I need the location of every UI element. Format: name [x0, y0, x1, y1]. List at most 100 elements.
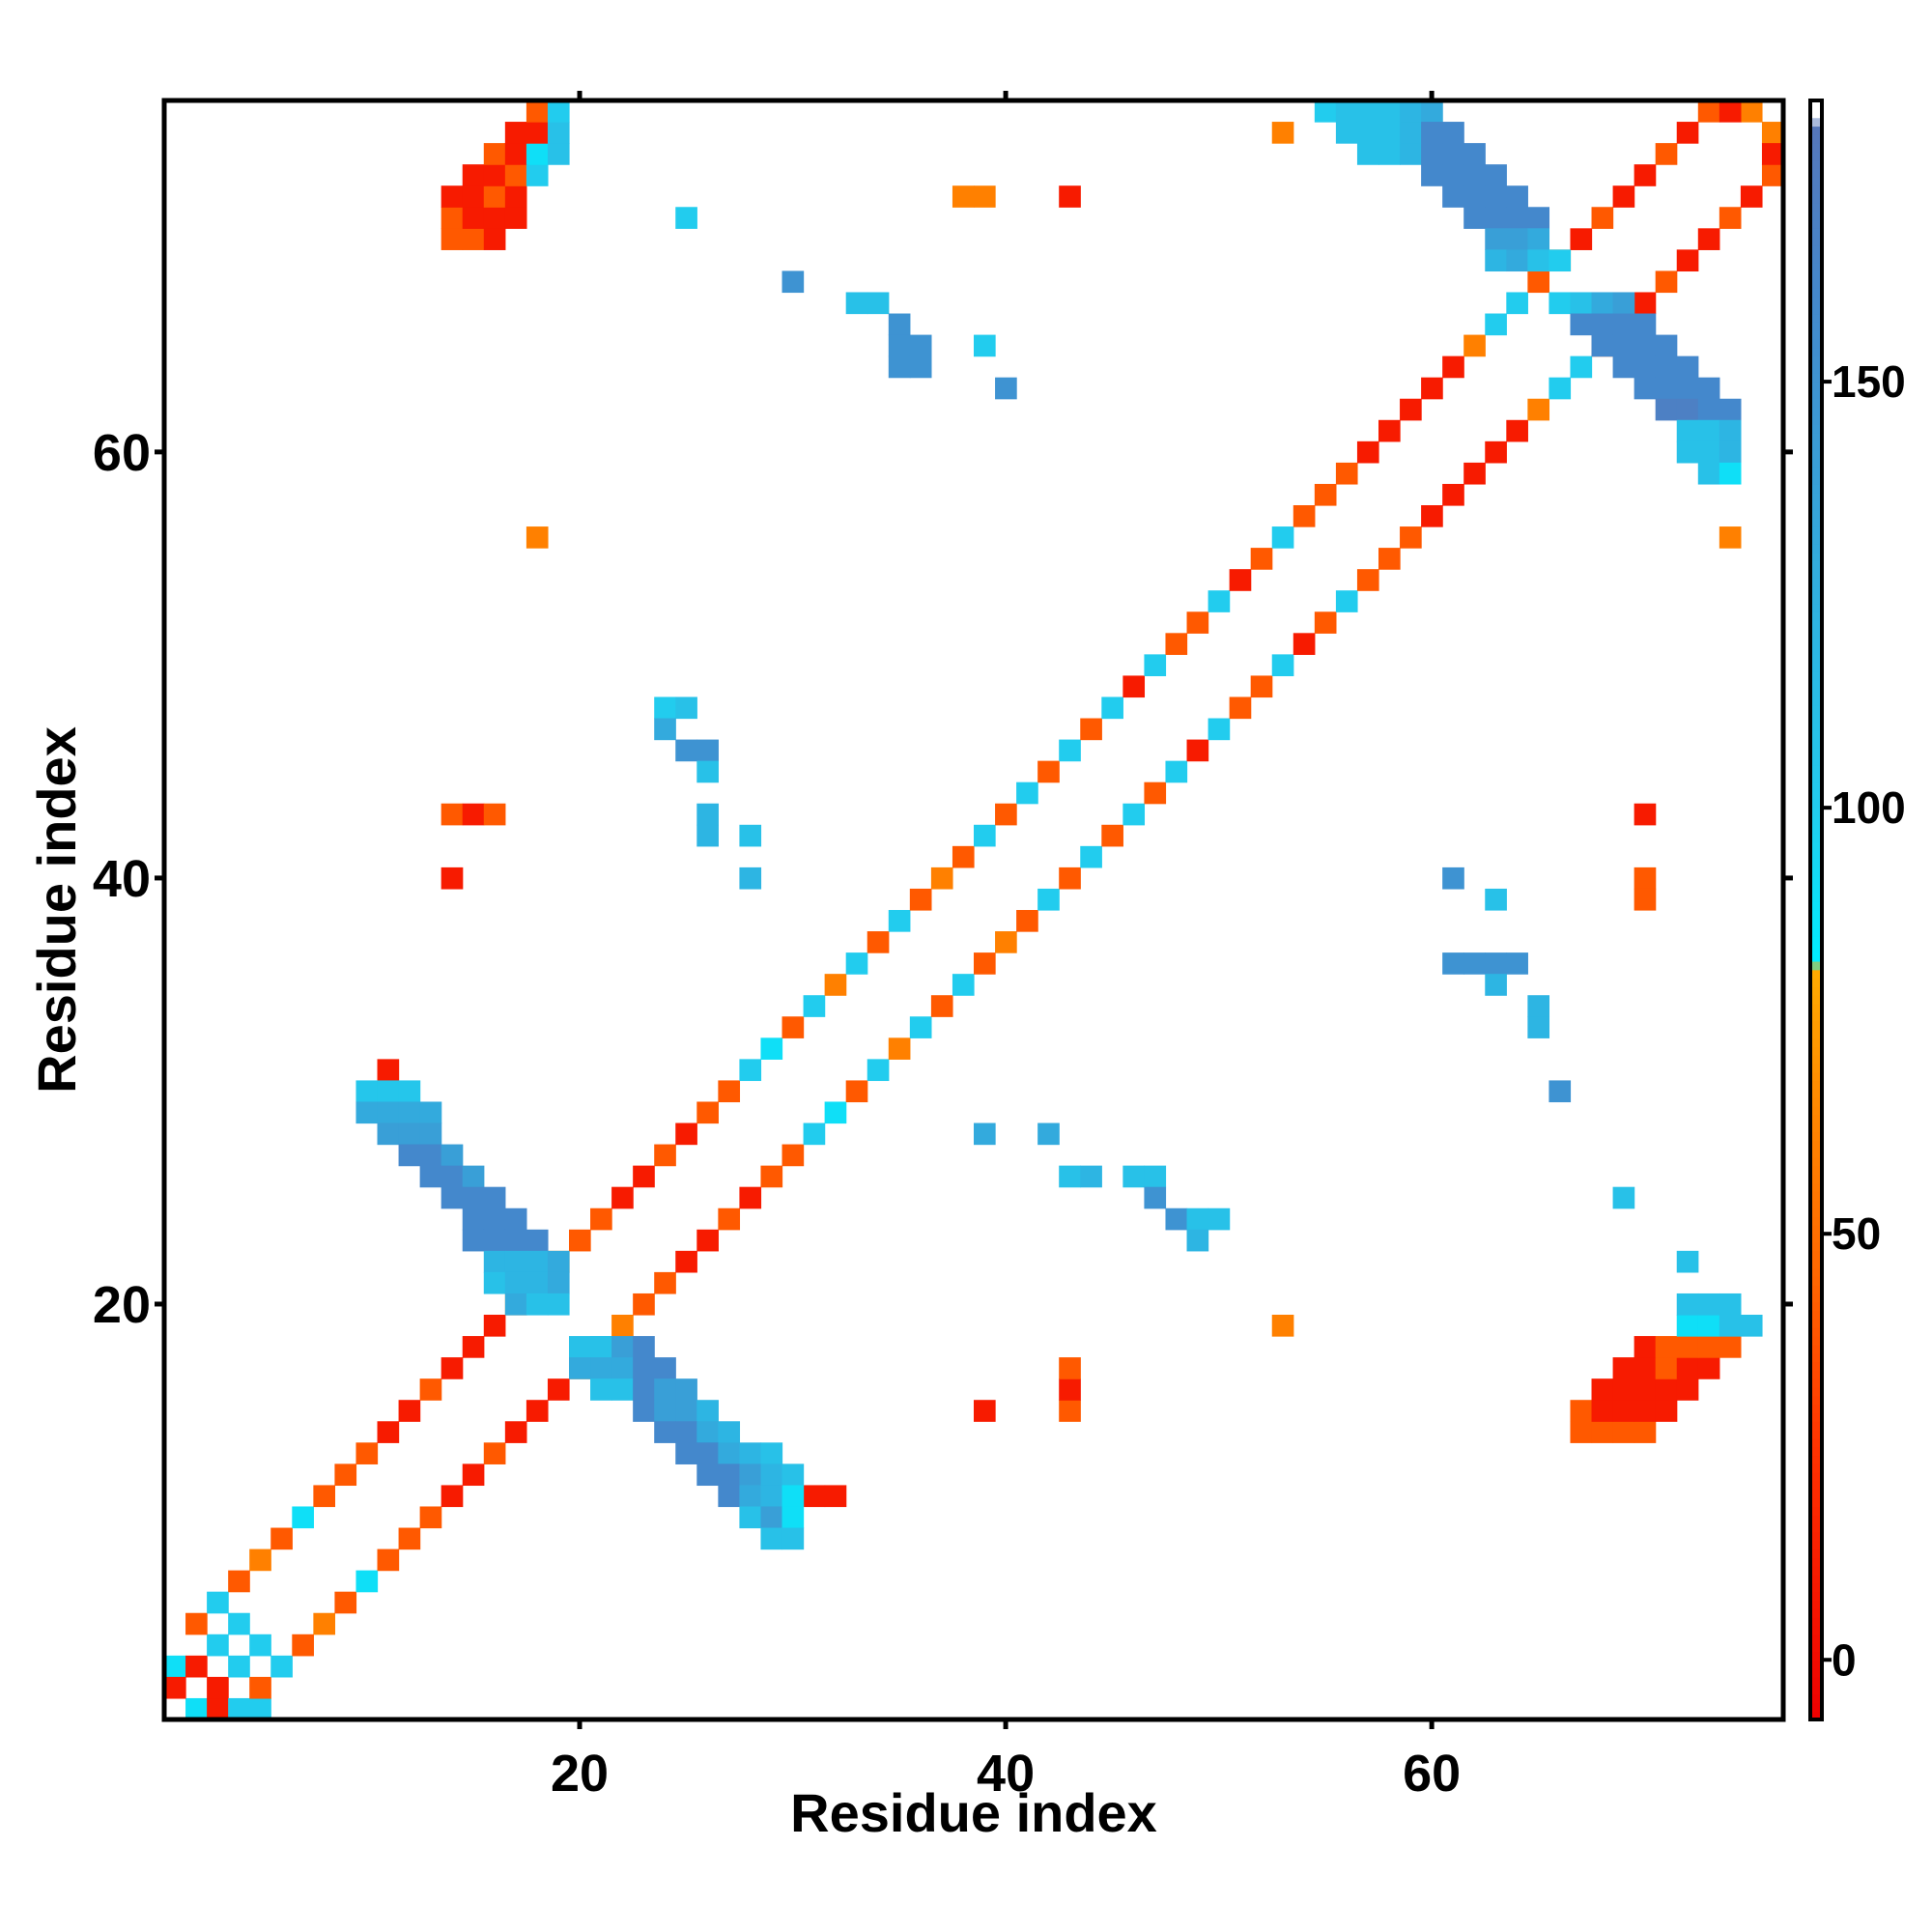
colorbar-segment [1810, 1293, 1822, 1303]
heatmap-cell [718, 1421, 741, 1443]
heatmap-cell [547, 1271, 570, 1294]
heatmap-cell [249, 1697, 271, 1720]
colorbar-segment [1810, 322, 1822, 331]
heatmap-cell [1356, 100, 1379, 123]
heatmap-cell [1506, 207, 1528, 229]
heatmap-cell [1208, 590, 1231, 612]
heatmap-cell [207, 1591, 229, 1614]
heatmap-cell [1634, 1400, 1657, 1422]
colorbar-segment [1810, 1114, 1822, 1124]
heatmap-cell [1570, 313, 1593, 336]
colorbar-segment [1810, 304, 1822, 315]
x-tick-label: 20 [551, 1745, 609, 1803]
heatmap-cell [1676, 440, 1699, 464]
heatmap-cell [1250, 675, 1273, 698]
heatmap-cell [739, 1463, 762, 1487]
heatmap-cell [1634, 867, 1657, 890]
heatmap-cell [569, 1357, 591, 1379]
heatmap-cell [1697, 377, 1720, 400]
heatmap-cell [1655, 1357, 1678, 1379]
heatmap-cell [483, 1271, 506, 1294]
heatmap-cell [1485, 164, 1507, 186]
heatmap-cell [1442, 122, 1464, 144]
heatmap-cell [483, 164, 506, 186]
colorbar-segment [1810, 433, 1822, 442]
colorbar-segment [1810, 1097, 1822, 1107]
heatmap-cell [824, 1101, 847, 1124]
heatmap-cell [1059, 1378, 1081, 1401]
colorbar-segment [1810, 1182, 1822, 1192]
heatmap-cell [228, 1612, 250, 1635]
heatmap-cell [377, 1101, 400, 1124]
colorbar-segment [1810, 1259, 1822, 1269]
heatmap-cell [1740, 1315, 1763, 1337]
colorbar-segment [1810, 1523, 1822, 1533]
colorbar-segment [1810, 969, 1822, 980]
heatmap-cell [1634, 888, 1657, 911]
colorbar-segment [1810, 288, 1822, 298]
colorbar-segment [1810, 663, 1822, 672]
colorbar-segment [1810, 1156, 1822, 1167]
heatmap-cell [696, 760, 719, 783]
colorbar-tick-label: 150 [1832, 356, 1906, 407]
colorbar-segment [1810, 1327, 1822, 1337]
heatmap-cell [207, 1634, 229, 1657]
heatmap-cell [590, 1336, 612, 1358]
heatmap-cell [1676, 1357, 1699, 1379]
heatmap-cell [207, 1697, 229, 1720]
heatmap-cell [760, 1527, 783, 1550]
colorbar-segment [1810, 1634, 1822, 1644]
heatmap-cell [909, 888, 932, 911]
heatmap-cell [164, 1655, 186, 1678]
heatmap-cell [1612, 1421, 1635, 1443]
colorbar-segment [1810, 1225, 1822, 1235]
heatmap-cell [1485, 228, 1507, 250]
heatmap-cell [930, 995, 953, 1017]
colorbar-tick-label: 100 [1832, 782, 1906, 833]
heatmap-cell [1442, 952, 1464, 975]
heatmap-cell [696, 1400, 719, 1422]
heatmap-cell [1165, 1208, 1188, 1231]
heatmap-cell [974, 334, 996, 357]
colorbar-segment [1810, 986, 1822, 996]
colorbar-segment [1810, 1054, 1822, 1065]
heatmap-cell [1463, 185, 1486, 208]
heatmap-cell [1591, 207, 1614, 229]
heatmap-cell [1634, 1336, 1657, 1358]
colorbar-segment [1810, 237, 1822, 246]
heatmap-cell [1612, 1186, 1635, 1209]
heatmap-cell [249, 1676, 271, 1699]
colorbar-segment [1810, 833, 1822, 843]
colorbar-segment [1810, 1693, 1822, 1703]
colorbar-segment [1810, 722, 1822, 732]
heatmap-cell [1612, 334, 1635, 357]
heatmap-cell [526, 1271, 549, 1294]
heatmap-cell [483, 803, 506, 826]
heatmap-cell [547, 143, 570, 165]
colorbar-segment [1810, 168, 1822, 178]
colorbar-segment [1810, 1660, 1822, 1669]
heatmap-cell [696, 739, 719, 762]
colorbar-segment [1810, 108, 1822, 119]
heatmap-cell [1570, 1421, 1593, 1443]
x-tick-label: 60 [1403, 1745, 1461, 1803]
heatmap-cell [845, 952, 868, 975]
colorbar-segment [1810, 1063, 1822, 1073]
heatmap-cell [739, 1485, 762, 1508]
heatmap-cell [440, 207, 464, 229]
colorbar-segment [1810, 1497, 1822, 1508]
colorbar-tick-label: 50 [1832, 1208, 1881, 1259]
heatmap-cell [1335, 590, 1358, 612]
heatmap-cell [504, 164, 527, 186]
heatmap-cell [1122, 675, 1146, 698]
heatmap-cell [1463, 207, 1486, 229]
heatmap-cell [1059, 185, 1081, 208]
heatmap-cell [1676, 419, 1699, 442]
colorbar-segment [1810, 859, 1822, 868]
colorbar-segment [1810, 347, 1822, 357]
heatmap-cell [1335, 462, 1358, 485]
heatmap-cell [1059, 1400, 1081, 1422]
colorbar-segment [1810, 1685, 1822, 1695]
heatmap-cell [995, 803, 1017, 826]
colorbar-segment [1810, 1267, 1822, 1277]
